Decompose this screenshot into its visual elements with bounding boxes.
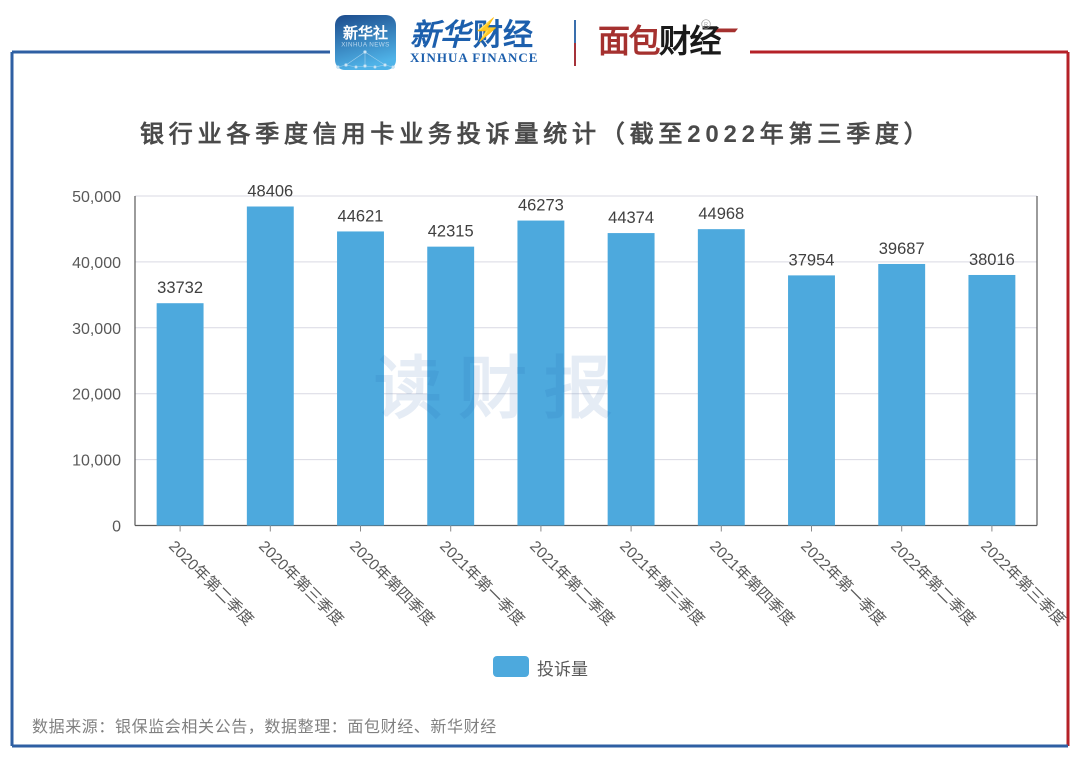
svg-text:44374: 44374 <box>608 209 654 227</box>
svg-text:40,000: 40,000 <box>72 255 121 272</box>
svg-text:10,000: 10,000 <box>72 453 121 470</box>
svg-text:39687: 39687 <box>879 240 925 258</box>
svg-text:37954: 37954 <box>789 251 835 269</box>
svg-text:0: 0 <box>112 519 121 536</box>
svg-text:46273: 46273 <box>518 197 564 215</box>
svg-text:20,000: 20,000 <box>72 387 121 404</box>
svg-text:50,000: 50,000 <box>72 189 121 206</box>
svg-text:33732: 33732 <box>157 279 203 297</box>
svg-text:38016: 38016 <box>969 251 1015 269</box>
svg-text:42315: 42315 <box>428 223 474 241</box>
svg-text:44968: 44968 <box>698 205 744 223</box>
svg-text:30,000: 30,000 <box>72 321 121 338</box>
svg-text:44621: 44621 <box>338 207 384 225</box>
svg-text:48406: 48406 <box>247 183 293 201</box>
